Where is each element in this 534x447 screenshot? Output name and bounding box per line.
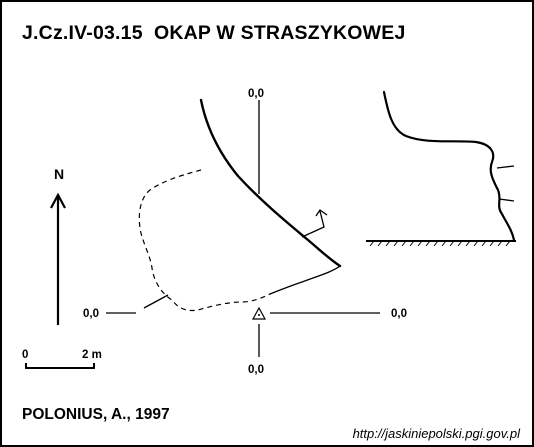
north-arrow-icon	[50, 192, 66, 325]
grid-cross	[106, 100, 380, 357]
slope-arrow-icon	[301, 209, 328, 238]
floor-edge-line	[269, 265, 341, 295]
grid-label-bottom: 0,0	[248, 364, 264, 376]
north-label: N	[54, 166, 64, 182]
cave-wall-line	[199, 98, 342, 268]
entrance-tick	[143, 294, 169, 309]
grid-label-right: 0,0	[391, 308, 407, 320]
scale-start-label: 0	[22, 349, 28, 361]
overhang-outline-dashed	[138, 169, 271, 312]
ground-hatching	[369, 240, 511, 247]
grid-label-left: 0,0	[83, 308, 99, 320]
map-title: J.Cz.IV-03.15 OKAP W STRASZYKOWEJ	[22, 22, 406, 44]
source-url: http://jaskiniepolski.pgi.gov.pl	[352, 426, 520, 441]
scale-bar: 0 2 m	[22, 349, 102, 369]
triangle-station-icon	[251, 306, 267, 320]
author-credit: POLONIUS, A., 1997	[22, 406, 170, 423]
grid-label-top: 0,0	[248, 88, 264, 100]
section-rock-profile	[382, 90, 516, 242]
scale-end-label: 2 m	[82, 349, 102, 361]
